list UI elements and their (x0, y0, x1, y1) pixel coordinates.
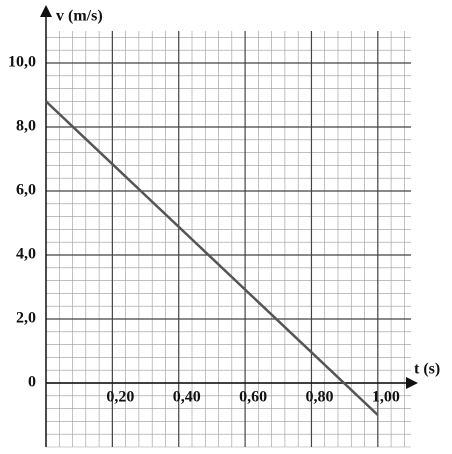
x-tick-label: 0,40 (173, 389, 201, 406)
x-axis-label: t (s) (414, 361, 440, 378)
x-tick-label: 0,60 (239, 389, 267, 406)
y-tick-label: 10,0 (8, 54, 36, 71)
y-tick-label: 4,0 (16, 246, 36, 263)
data-line (45, 100, 379, 416)
y-tick-label: 0 (28, 374, 36, 391)
y-tick-label: 6,0 (16, 182, 36, 199)
y-axis-label: v (m/s) (56, 8, 103, 25)
x-tick-label: 0,20 (106, 389, 134, 406)
y-tick-label: 8,0 (16, 118, 36, 135)
x-tick-label: 1,00 (372, 389, 400, 406)
y-tick-label: 2,0 (16, 310, 36, 327)
x-tick-label: 0,80 (305, 389, 333, 406)
